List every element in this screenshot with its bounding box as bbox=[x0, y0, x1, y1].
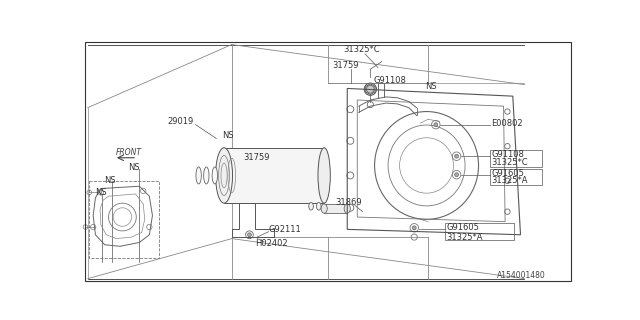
Ellipse shape bbox=[204, 167, 209, 184]
Bar bbox=[324, 204, 348, 213]
Ellipse shape bbox=[308, 203, 314, 210]
Ellipse shape bbox=[316, 203, 321, 210]
Ellipse shape bbox=[216, 148, 232, 203]
Bar bbox=[224, 148, 324, 203]
Text: 31759: 31759 bbox=[243, 153, 270, 162]
Text: 31325*C: 31325*C bbox=[344, 45, 380, 54]
Text: NS: NS bbox=[425, 82, 436, 91]
Ellipse shape bbox=[321, 204, 327, 213]
Ellipse shape bbox=[318, 148, 330, 203]
Text: G91605: G91605 bbox=[447, 223, 479, 232]
Text: 29019: 29019 bbox=[168, 117, 194, 126]
Text: 31325*A: 31325*A bbox=[447, 233, 483, 242]
Text: FRONT: FRONT bbox=[115, 148, 141, 157]
Ellipse shape bbox=[196, 167, 202, 184]
Text: 31325*C: 31325*C bbox=[492, 158, 528, 167]
Circle shape bbox=[364, 83, 376, 95]
Circle shape bbox=[454, 173, 458, 177]
Circle shape bbox=[434, 123, 438, 127]
Text: NS: NS bbox=[221, 131, 234, 140]
Text: G91108: G91108 bbox=[492, 150, 524, 159]
Circle shape bbox=[248, 233, 252, 237]
Text: NS: NS bbox=[104, 176, 116, 185]
Text: NS: NS bbox=[95, 188, 106, 197]
Text: 31869: 31869 bbox=[336, 198, 362, 207]
Text: G91108: G91108 bbox=[373, 76, 406, 85]
Ellipse shape bbox=[344, 204, 350, 213]
Circle shape bbox=[412, 226, 416, 230]
Text: NS: NS bbox=[129, 163, 140, 172]
Text: E00802: E00802 bbox=[492, 119, 523, 128]
Text: 31325*A: 31325*A bbox=[492, 176, 528, 185]
Text: G91605: G91605 bbox=[492, 169, 524, 178]
Circle shape bbox=[367, 85, 374, 93]
Text: A154001480: A154001480 bbox=[497, 271, 546, 280]
Text: 31759: 31759 bbox=[333, 61, 359, 70]
Bar bbox=[90, 181, 159, 258]
Ellipse shape bbox=[212, 167, 218, 184]
Circle shape bbox=[454, 154, 458, 158]
Text: H02402: H02402 bbox=[255, 239, 288, 248]
Text: G92111: G92111 bbox=[269, 225, 301, 234]
